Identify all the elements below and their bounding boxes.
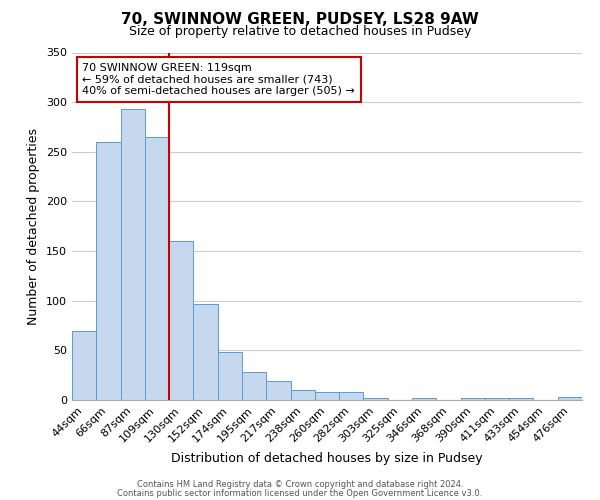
Y-axis label: Number of detached properties: Number of detached properties: [28, 128, 40, 325]
Bar: [558, 397, 582, 400]
Text: Contains HM Land Registry data © Crown copyright and database right 2024.: Contains HM Land Registry data © Crown c…: [137, 480, 463, 489]
Bar: [218, 352, 242, 400]
Bar: [412, 398, 436, 400]
Bar: [485, 398, 509, 400]
Text: Contains public sector information licensed under the Open Government Licence v3: Contains public sector information licen…: [118, 488, 482, 498]
Bar: [364, 398, 388, 400]
Bar: [193, 304, 218, 400]
Bar: [145, 137, 169, 400]
Bar: [72, 330, 96, 400]
Bar: [290, 390, 315, 400]
Text: Size of property relative to detached houses in Pudsey: Size of property relative to detached ho…: [129, 25, 471, 38]
Bar: [242, 372, 266, 400]
X-axis label: Distribution of detached houses by size in Pudsey: Distribution of detached houses by size …: [171, 452, 483, 465]
Bar: [266, 381, 290, 400]
Bar: [339, 392, 364, 400]
Text: 70, SWINNOW GREEN, PUDSEY, LS28 9AW: 70, SWINNOW GREEN, PUDSEY, LS28 9AW: [121, 12, 479, 28]
Text: 70 SWINNOW GREEN: 119sqm
← 59% of detached houses are smaller (743)
40% of semi-: 70 SWINNOW GREEN: 119sqm ← 59% of detach…: [82, 63, 355, 96]
Bar: [509, 398, 533, 400]
Bar: [121, 109, 145, 400]
Bar: [315, 392, 339, 400]
Bar: [96, 142, 121, 400]
Bar: [461, 398, 485, 400]
Bar: [169, 241, 193, 400]
